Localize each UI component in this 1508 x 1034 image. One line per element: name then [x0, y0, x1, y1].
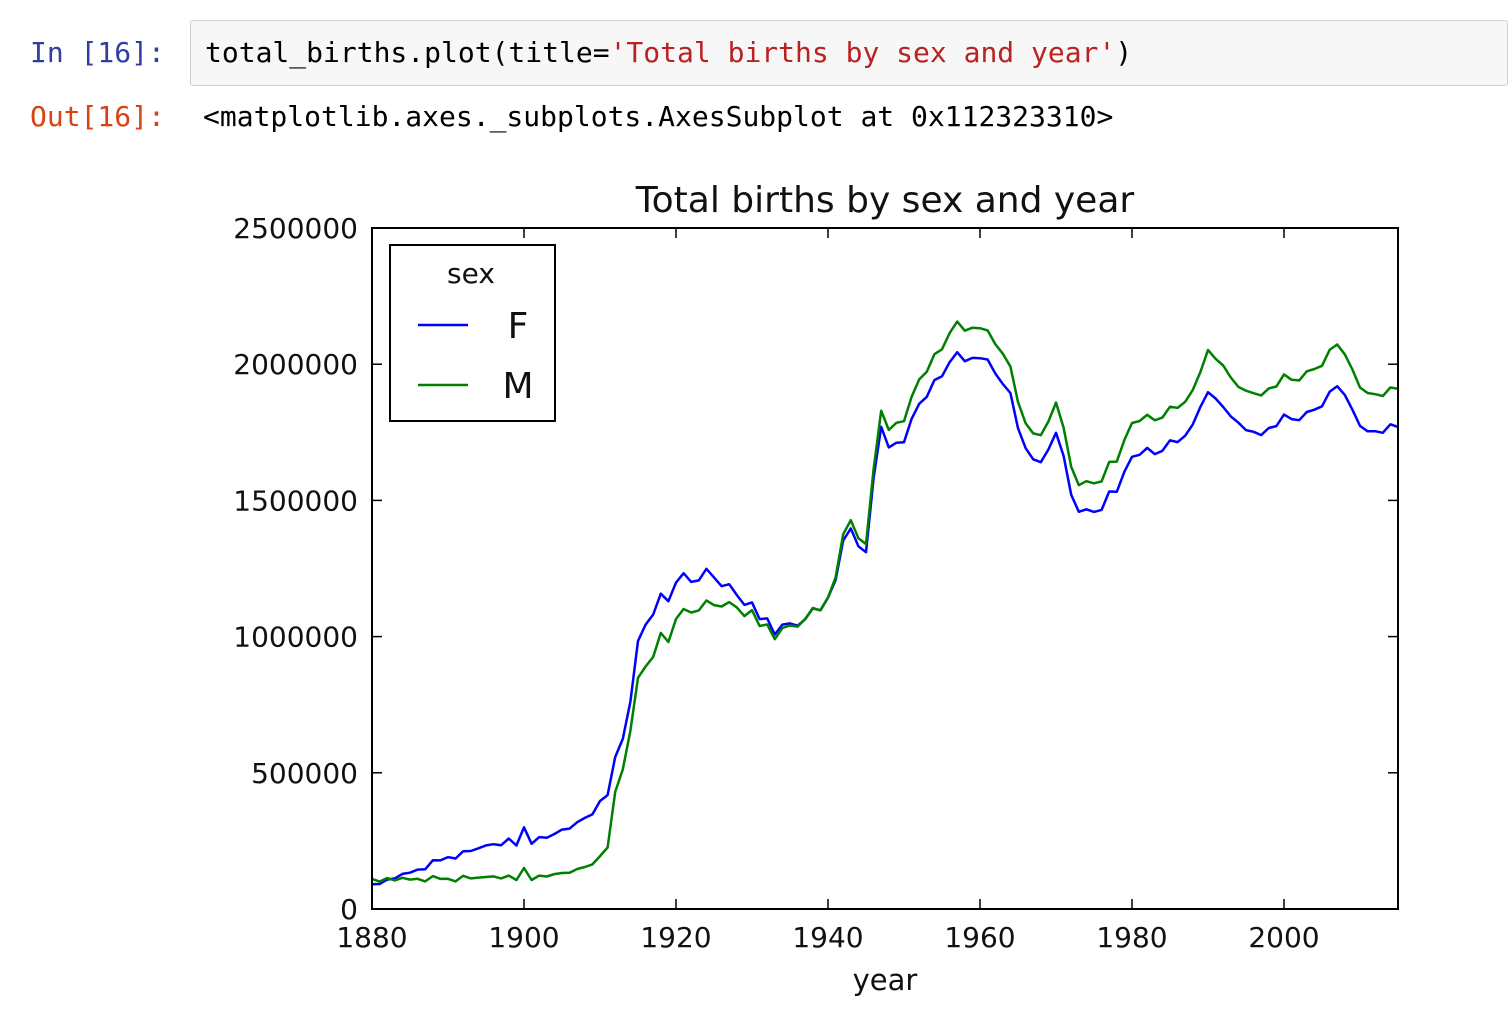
series-line — [371, 320, 1399, 883]
y-tick-label: 500000 — [251, 757, 358, 790]
plot-frame — [371, 227, 1399, 910]
code-cell[interactable] — [190, 20, 1508, 86]
code-string: 'Total births by sex and year' — [609, 36, 1116, 69]
series-line — [371, 350, 1399, 886]
x-tick-label: 1900 — [488, 921, 559, 954]
chart-title: Total births by sex and year — [635, 180, 1135, 221]
code: total_births.plot(title='Total births by… — [205, 36, 1132, 69]
x-tick-label: 1880 — [336, 921, 407, 954]
y-tick-label: 2500000 — [233, 212, 358, 245]
x-tick-label: 1920 — [640, 921, 711, 954]
output-text: <matplotlib.axes._subplots.AxesSubplot a… — [203, 100, 1114, 133]
y-tick-label: 2000000 — [233, 348, 358, 381]
out-prompt: Out[16]: — [30, 100, 165, 133]
y-tick-label: 1000000 — [233, 621, 358, 654]
x-tick-label: 1960 — [944, 921, 1015, 954]
legend-box — [389, 244, 556, 422]
in-prompt: In [16]: — [30, 36, 165, 69]
x-axis-label: year — [853, 963, 918, 997]
y-tick-label: 0 — [340, 893, 358, 926]
legend-label: M — [502, 366, 533, 407]
legend-label: F — [508, 306, 529, 347]
code-text: ) — [1115, 36, 1133, 69]
legend-title: sex — [447, 257, 495, 290]
y-tick-label: 1500000 — [233, 484, 358, 517]
code-text: total_births.plot(title= — [205, 36, 610, 69]
x-tick-label: 2000 — [1248, 921, 1319, 954]
x-tick-label: 1940 — [792, 921, 863, 954]
x-tick-label: 1980 — [1096, 921, 1167, 954]
